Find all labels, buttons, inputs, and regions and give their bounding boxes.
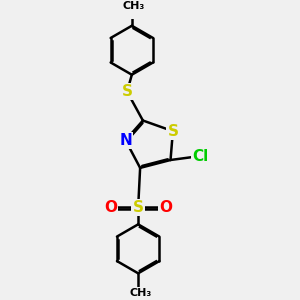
Text: CH₃: CH₃	[123, 1, 145, 11]
Text: N: N	[119, 133, 132, 148]
Text: CH₃: CH₃	[129, 288, 151, 298]
Text: S: S	[167, 124, 178, 139]
Text: Cl: Cl	[192, 148, 208, 164]
Text: S: S	[122, 84, 133, 99]
Text: O: O	[104, 200, 117, 215]
Text: S: S	[133, 200, 144, 215]
Text: O: O	[159, 200, 172, 215]
